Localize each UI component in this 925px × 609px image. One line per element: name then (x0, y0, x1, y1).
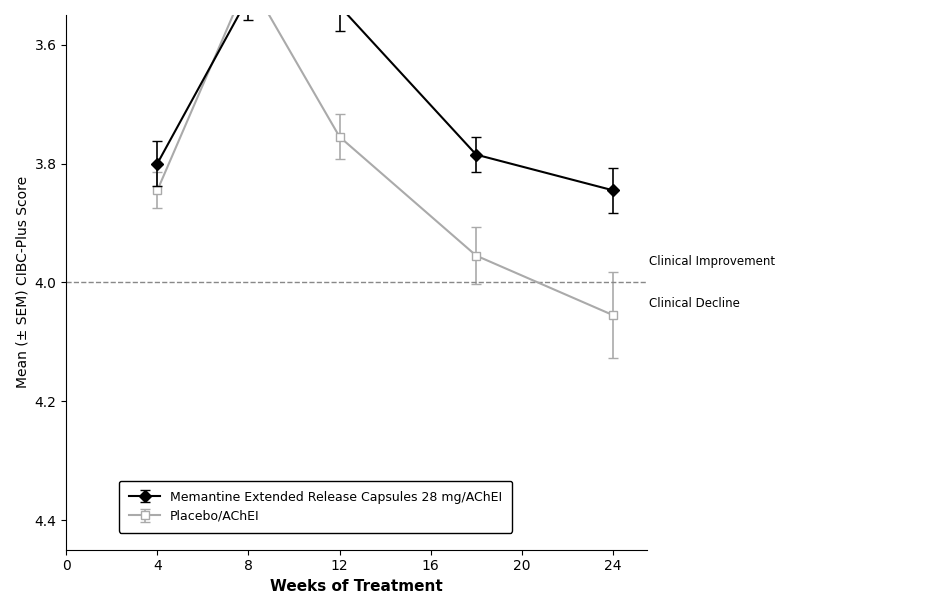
Y-axis label: Mean (± SEM) CIBC-Plus Score: Mean (± SEM) CIBC-Plus Score (15, 176, 29, 389)
Legend: Memantine Extended Release Capsules 28 mg/AChEI, Placebo/AChEI: Memantine Extended Release Capsules 28 m… (119, 481, 512, 533)
Text: Clinical Decline: Clinical Decline (649, 297, 740, 310)
Text: Clinical Improvement: Clinical Improvement (649, 255, 775, 267)
X-axis label: Weeks of Treatment: Weeks of Treatment (270, 579, 443, 594)
